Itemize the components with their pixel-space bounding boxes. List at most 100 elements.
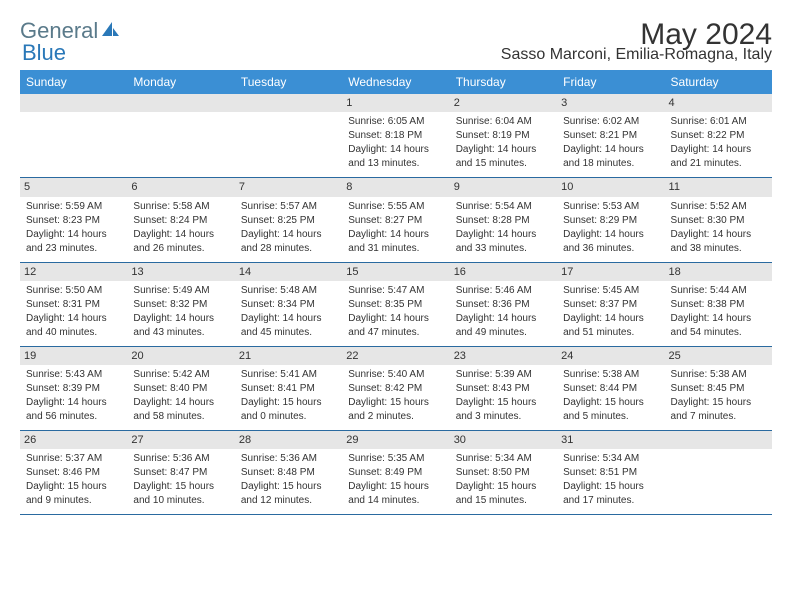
daylight-text: Daylight: 14 hours <box>133 396 228 409</box>
day-number: 11 <box>665 178 772 196</box>
weekday-header: Tuesday <box>235 70 342 94</box>
daylight-text: Daylight: 15 hours <box>456 396 551 409</box>
logo-text-2: Blue <box>22 40 66 65</box>
calendar-week-row: 12Sunrise: 5:50 AMSunset: 8:31 PMDayligh… <box>20 262 772 346</box>
daylight-text: and 0 minutes. <box>241 410 336 423</box>
daylight-text: Daylight: 14 hours <box>671 228 766 241</box>
calendar-table: Sunday Monday Tuesday Wednesday Thursday… <box>20 70 772 515</box>
daylight-text: and 12 minutes. <box>241 494 336 507</box>
day-number: 5 <box>20 178 127 196</box>
daylight-text: and 3 minutes. <box>456 410 551 423</box>
sunset-text: Sunset: 8:44 PM <box>563 382 658 395</box>
calendar-day-cell: 27Sunrise: 5:36 AMSunset: 8:47 PMDayligh… <box>127 431 234 515</box>
calendar-day-cell: 17Sunrise: 5:45 AMSunset: 8:37 PMDayligh… <box>557 262 664 346</box>
sunrise-text: Sunrise: 5:40 AM <box>348 368 443 381</box>
logo-sail-icon <box>100 18 120 44</box>
sunset-text: Sunset: 8:40 PM <box>133 382 228 395</box>
sunset-text: Sunset: 8:18 PM <box>348 129 443 142</box>
weekday-header: Sunday <box>20 70 127 94</box>
calendar-day-cell: 18Sunrise: 5:44 AMSunset: 8:38 PMDayligh… <box>665 262 772 346</box>
calendar-day-cell: 15Sunrise: 5:47 AMSunset: 8:35 PMDayligh… <box>342 262 449 346</box>
daylight-text: Daylight: 14 hours <box>241 228 336 241</box>
day-number: 23 <box>450 347 557 365</box>
sunrise-text: Sunrise: 5:38 AM <box>671 368 766 381</box>
sunrise-text: Sunrise: 5:41 AM <box>241 368 336 381</box>
daylight-text: and 23 minutes. <box>26 242 121 255</box>
sunrise-text: Sunrise: 6:04 AM <box>456 115 551 128</box>
calendar-day-cell: 26Sunrise: 5:37 AMSunset: 8:46 PMDayligh… <box>20 431 127 515</box>
sunset-text: Sunset: 8:23 PM <box>26 214 121 227</box>
sunset-text: Sunset: 8:46 PM <box>26 466 121 479</box>
sunset-text: Sunset: 8:51 PM <box>563 466 658 479</box>
daylight-text: Daylight: 14 hours <box>671 312 766 325</box>
daylight-text: Daylight: 14 hours <box>348 143 443 156</box>
sunrise-text: Sunrise: 5:59 AM <box>26 200 121 213</box>
sunset-text: Sunset: 8:27 PM <box>348 214 443 227</box>
day-number: 6 <box>127 178 234 196</box>
day-number: 22 <box>342 347 449 365</box>
daylight-text: and 56 minutes. <box>26 410 121 423</box>
sunrise-text: Sunrise: 5:36 AM <box>133 452 228 465</box>
weekday-header: Monday <box>127 70 234 94</box>
calendar-day-cell: 25Sunrise: 5:38 AMSunset: 8:45 PMDayligh… <box>665 346 772 430</box>
calendar-day-cell: 3Sunrise: 6:02 AMSunset: 8:21 PMDaylight… <box>557 94 664 178</box>
sunrise-text: Sunrise: 5:35 AM <box>348 452 443 465</box>
day-number: 12 <box>20 263 127 281</box>
weekday-header: Thursday <box>450 70 557 94</box>
daylight-text: and 51 minutes. <box>563 326 658 339</box>
calendar-week-row: 5 Sunrise: 5:59 AMSunset: 8:23 PM Daylight… <box>20 178 772 262</box>
sunrise-text: Sunrise: 5:47 AM <box>348 284 443 297</box>
calendar-day-cell <box>127 94 234 178</box>
daylight-text: Daylight: 14 hours <box>241 312 336 325</box>
location: Sasso Marconi, Emilia-Romagna, Italy <box>20 46 772 64</box>
sunset-text: Sunset: 8:29 PM <box>563 214 658 227</box>
daylight-text: and 7 minutes. <box>671 410 766 423</box>
daylight-text: Daylight: 15 hours <box>241 480 336 493</box>
daylight-text: Daylight: 14 hours <box>133 228 228 241</box>
sunrise-text: Sunrise: 5:46 AM <box>456 284 551 297</box>
sunset-text: Sunset: 8:21 PM <box>563 129 658 142</box>
sunset-text: Sunset: 8:38 PM <box>671 298 766 311</box>
daylight-text: and 15 minutes. <box>456 494 551 507</box>
day-number: 8 <box>342 178 449 196</box>
sunset-text: Sunset: 8:19 PM <box>456 129 551 142</box>
sunrise-text: Sunrise: 5:49 AM <box>133 284 228 297</box>
calendar-day-cell: 28Sunrise: 5:36 AMSunset: 8:48 PMDayligh… <box>235 431 342 515</box>
calendar-day-cell: 8Sunrise: 5:55 AMSunset: 8:27 PMDaylight… <box>342 178 449 262</box>
day-number: 25 <box>665 347 772 365</box>
day-number: 9 <box>450 178 557 196</box>
sunrise-text: Sunrise: 6:05 AM <box>348 115 443 128</box>
daylight-text: Daylight: 14 hours <box>456 228 551 241</box>
weekday-header: Friday <box>557 70 664 94</box>
sunrise-text: Sunrise: 5:37 AM <box>26 452 121 465</box>
day-number: 19 <box>20 347 127 365</box>
calendar-day-cell: 23Sunrise: 5:39 AMSunset: 8:43 PMDayligh… <box>450 346 557 430</box>
calendar-day-cell: 7Sunrise: 5:57 AMSunset: 8:25 PMDaylight… <box>235 178 342 262</box>
day-number: 16 <box>450 263 557 281</box>
daylight-text: Daylight: 15 hours <box>133 480 228 493</box>
daylight-text: Daylight: 14 hours <box>671 143 766 156</box>
day-number: 30 <box>450 431 557 449</box>
sunset-text: Sunset: 8:47 PM <box>133 466 228 479</box>
daylight-text: Daylight: 15 hours <box>241 396 336 409</box>
calendar-day-cell: 14Sunrise: 5:48 AMSunset: 8:34 PMDayligh… <box>235 262 342 346</box>
sunset-text: Sunset: 8:30 PM <box>671 214 766 227</box>
calendar-day-cell <box>665 431 772 515</box>
daylight-text: and 15 minutes. <box>456 157 551 170</box>
daylight-text: and 17 minutes. <box>563 494 658 507</box>
calendar-day-cell: 12Sunrise: 5:50 AMSunset: 8:31 PMDayligh… <box>20 262 127 346</box>
calendar-week-row: 1Sunrise: 6:05 AMSunset: 8:18 PMDaylight… <box>20 94 772 178</box>
daylight-text: and 21 minutes. <box>671 157 766 170</box>
daylight-text: and 43 minutes. <box>133 326 228 339</box>
daylight-text: Daylight: 15 hours <box>26 480 121 493</box>
daylight-text: Daylight: 15 hours <box>671 396 766 409</box>
sunset-text: Sunset: 8:35 PM <box>348 298 443 311</box>
sunset-text: Sunset: 8:22 PM <box>671 129 766 142</box>
daylight-text: Daylight: 14 hours <box>26 312 121 325</box>
day-number: 17 <box>557 263 664 281</box>
sunset-text: Sunset: 8:25 PM <box>241 214 336 227</box>
weekday-header-row: Sunday Monday Tuesday Wednesday Thursday… <box>20 70 772 94</box>
day-number: 18 <box>665 263 772 281</box>
sunset-text: Sunset: 8:36 PM <box>456 298 551 311</box>
calendar-day-cell: 30Sunrise: 5:34 AMSunset: 8:50 PMDayligh… <box>450 431 557 515</box>
